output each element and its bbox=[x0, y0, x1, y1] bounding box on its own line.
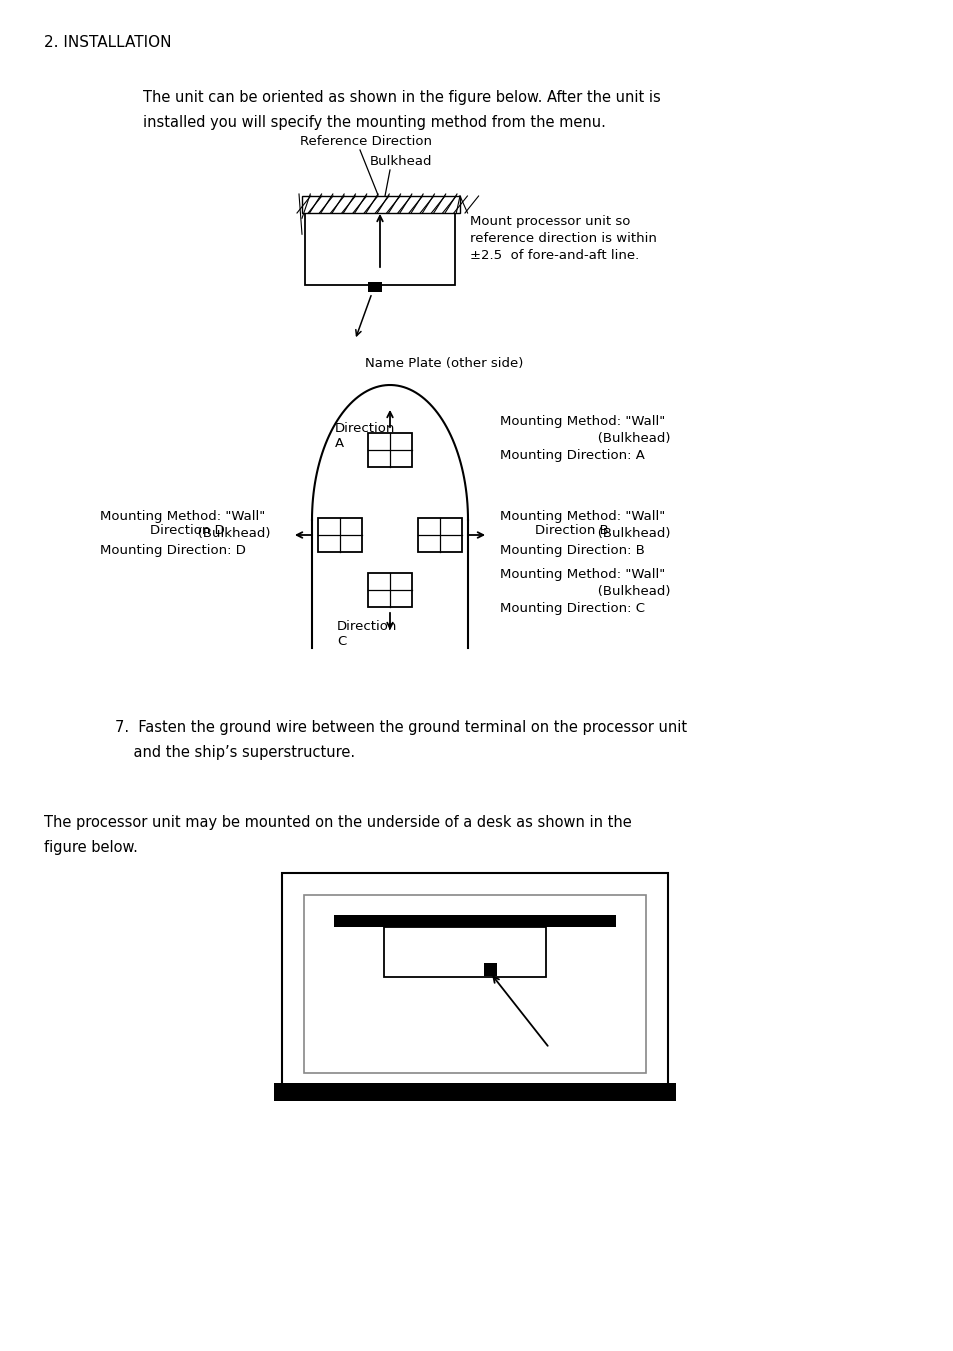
Text: Mounting Direction: C: Mounting Direction: C bbox=[499, 603, 644, 615]
Text: (Bulkhead): (Bulkhead) bbox=[499, 432, 670, 444]
Bar bbox=[274, 1084, 676, 1101]
Bar bbox=[334, 915, 616, 927]
Text: Bulkhead: Bulkhead bbox=[370, 155, 432, 168]
Text: Name Plate (other side): Name Plate (other side) bbox=[365, 357, 523, 370]
Text: 2. INSTALLATION: 2. INSTALLATION bbox=[44, 35, 172, 50]
Bar bbox=[317, 517, 361, 553]
Text: (Bulkhead): (Bulkhead) bbox=[499, 527, 670, 540]
Text: 7.  Fasten the ground wire between the ground terminal on the processor unit: 7. Fasten the ground wire between the gr… bbox=[115, 720, 686, 735]
Bar bbox=[417, 517, 461, 553]
Text: Mounting Method: "Wall": Mounting Method: "Wall" bbox=[499, 415, 664, 428]
Bar bbox=[282, 873, 667, 1096]
Text: (Bulkhead): (Bulkhead) bbox=[100, 527, 271, 540]
Bar bbox=[484, 963, 497, 975]
Text: Direction
A: Direction A bbox=[335, 422, 395, 450]
Text: Mounting Method: "Wall": Mounting Method: "Wall" bbox=[499, 567, 664, 581]
Text: Direction B: Direction B bbox=[535, 523, 608, 536]
Text: The processor unit may be mounted on the underside of a desk as shown in the: The processor unit may be mounted on the… bbox=[44, 815, 631, 830]
Text: figure below.: figure below. bbox=[44, 840, 138, 855]
Text: and the ship’s superstructure.: and the ship’s superstructure. bbox=[115, 744, 355, 761]
Text: (Bulkhead): (Bulkhead) bbox=[499, 585, 670, 598]
Text: Mounting Method: "Wall": Mounting Method: "Wall" bbox=[100, 509, 265, 523]
Text: Mounting Direction: A: Mounting Direction: A bbox=[499, 449, 644, 462]
Bar bbox=[384, 927, 545, 977]
Text: reference direction is within: reference direction is within bbox=[470, 232, 657, 245]
Text: Mounting Method: "Wall": Mounting Method: "Wall" bbox=[499, 509, 664, 523]
Text: Mounting Direction: B: Mounting Direction: B bbox=[499, 544, 644, 557]
Text: The unit can be oriented as shown in the figure below. After the unit is: The unit can be oriented as shown in the… bbox=[143, 91, 660, 105]
Bar bbox=[368, 282, 381, 292]
Text: Mounting Direction: D: Mounting Direction: D bbox=[100, 544, 246, 557]
Bar bbox=[368, 434, 412, 467]
Text: Reference Direction: Reference Direction bbox=[299, 135, 432, 149]
Text: Mount processor unit so: Mount processor unit so bbox=[470, 215, 630, 228]
Text: installed you will specify the mounting method from the menu.: installed you will specify the mounting … bbox=[143, 115, 605, 130]
Bar bbox=[368, 573, 412, 607]
Text: ±2.5  of fore-and-aft line.: ±2.5 of fore-and-aft line. bbox=[470, 249, 639, 262]
Bar bbox=[302, 196, 459, 213]
Text: Direction D: Direction D bbox=[150, 523, 225, 536]
Bar bbox=[305, 213, 455, 285]
Bar bbox=[304, 894, 645, 1073]
Text: Direction
C: Direction C bbox=[336, 620, 397, 648]
